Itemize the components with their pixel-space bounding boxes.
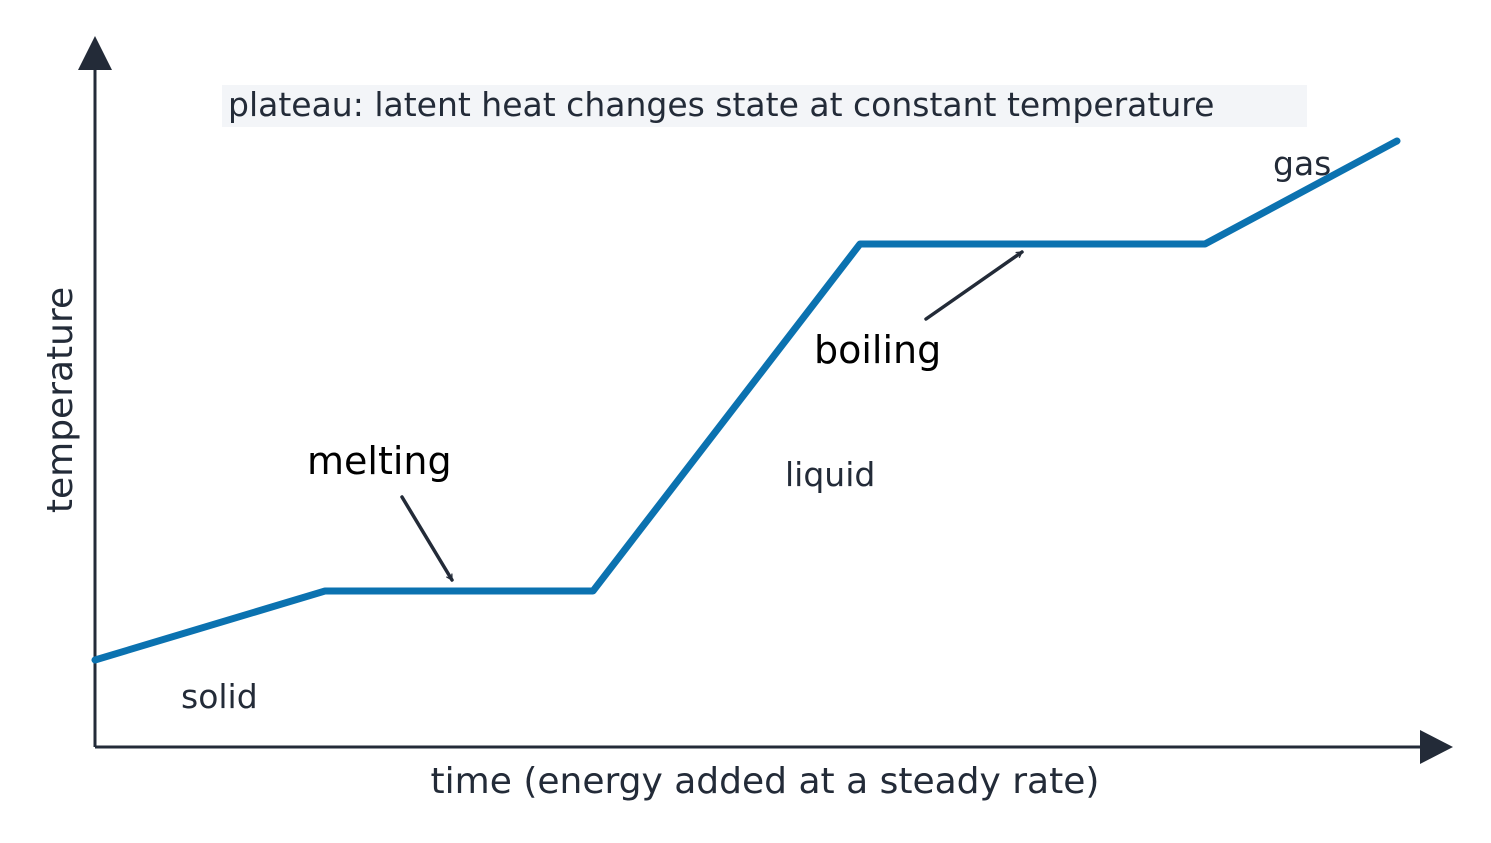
liquid-label: liquid [785,455,875,494]
x-axis-label: time (energy added at a steady rate) [431,761,1100,802]
y-axis-label: temperature [40,287,81,513]
boiling-arrow [924,250,1024,321]
y-axis-arrow [78,36,112,70]
annotation-box [222,85,1307,127]
boiling-label: boiling [814,328,941,372]
annotation: plateau: latent heat changes state at co… [228,85,1214,124]
melting-label: melting [307,439,452,483]
melting-arrow [400,495,454,582]
heating-curve [91,137,1401,664]
solid-label: solid [181,677,258,716]
x-axis-arrow [1420,730,1453,764]
gas-label: gas [1273,144,1331,183]
